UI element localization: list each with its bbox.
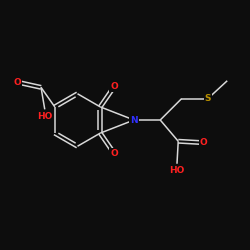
Text: O: O <box>110 148 118 158</box>
Text: HO: HO <box>37 112 52 121</box>
Text: O: O <box>199 138 207 147</box>
Text: HO: HO <box>169 166 185 175</box>
Text: O: O <box>14 78 22 88</box>
Text: O: O <box>110 82 118 91</box>
Text: N: N <box>130 116 138 124</box>
Text: S: S <box>204 94 211 103</box>
